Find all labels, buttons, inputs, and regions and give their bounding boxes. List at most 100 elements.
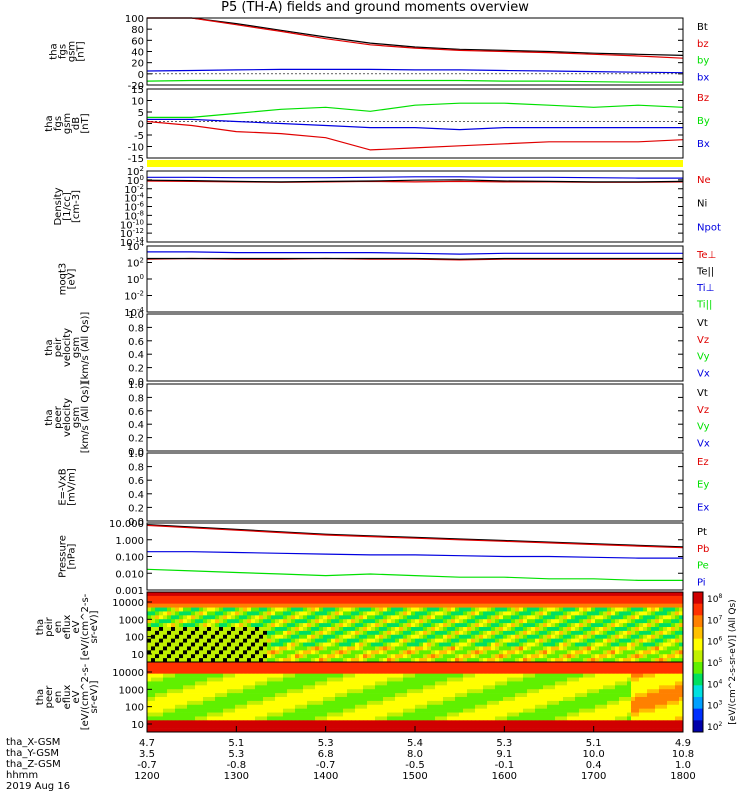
heatmap-cell xyxy=(207,704,212,709)
heatmap-cell xyxy=(479,595,484,601)
heatmap-cell xyxy=(231,599,236,604)
heatmap-cell xyxy=(187,638,192,643)
heatmap-cell xyxy=(559,642,564,647)
heatmap-cell xyxy=(495,704,500,709)
heatmap-cell xyxy=(499,607,504,612)
y-tick-label: 100 xyxy=(125,633,144,644)
heatmap-cell xyxy=(647,665,652,671)
heatmap-cell xyxy=(527,681,532,686)
heatmap-cell xyxy=(159,607,164,612)
heatmap-cell xyxy=(259,700,264,706)
heatmap-cell xyxy=(579,724,584,729)
heatmap-cell xyxy=(359,673,364,678)
heatmap-cell xyxy=(463,642,468,647)
heatmap-cell xyxy=(299,724,304,729)
heatmap-cell xyxy=(667,646,672,651)
heatmap-cell xyxy=(315,697,320,702)
heatmap-cell xyxy=(331,712,336,717)
heatmap-cell xyxy=(223,716,228,721)
heatmap-cell xyxy=(351,716,356,721)
heatmap-cell xyxy=(211,708,216,713)
heatmap-cell xyxy=(191,603,196,608)
heatmap-cell xyxy=(167,646,172,651)
heatmap-cell xyxy=(591,700,596,706)
heatmap-cell xyxy=(375,623,380,628)
heatmap-cell xyxy=(567,716,572,721)
heatmap-cell xyxy=(163,607,168,612)
heatmap-cell xyxy=(215,681,220,686)
heatmap-cell xyxy=(387,689,392,694)
heatmap-cell xyxy=(167,603,172,608)
heatmap-cell xyxy=(535,599,540,604)
heatmap-cell xyxy=(499,634,504,639)
heatmap-cell xyxy=(583,619,588,624)
heatmap-cell xyxy=(315,654,320,659)
heatmap-cell xyxy=(331,611,336,616)
heatmap-cell xyxy=(559,592,564,597)
heatmap-cell xyxy=(263,595,268,601)
heatmap-cell xyxy=(403,685,408,690)
heatmap-cell xyxy=(611,646,616,651)
heatmap-cell xyxy=(283,595,288,601)
heatmap-cell xyxy=(175,724,180,729)
heatmap-cell xyxy=(439,708,444,713)
heatmap-cell xyxy=(211,673,216,678)
heatmap-cell xyxy=(583,697,588,702)
heatmap-cell xyxy=(371,638,376,643)
heatmap-cell xyxy=(211,712,216,717)
heatmap-cell xyxy=(251,599,256,604)
heatmap-cell xyxy=(623,673,628,678)
heatmap-cell xyxy=(603,704,608,709)
heatmap-cell xyxy=(363,615,368,620)
heatmap-cell xyxy=(179,650,184,655)
heatmap-cell xyxy=(239,677,244,682)
heatmap-cell xyxy=(655,623,660,628)
heatmap-cell xyxy=(307,630,312,636)
heatmap-cell xyxy=(327,603,332,608)
heatmap-cell xyxy=(311,603,316,608)
heatmap-cell xyxy=(527,603,532,608)
heatmap-cell xyxy=(651,669,656,674)
heatmap-cell xyxy=(639,658,644,663)
heatmap-cell xyxy=(279,599,284,604)
heatmap-cell xyxy=(607,662,612,667)
heatmap-cell xyxy=(355,642,360,647)
heatmap-cell xyxy=(463,623,468,628)
heatmap-cell xyxy=(559,603,564,608)
heatmap-cell xyxy=(667,658,672,663)
heatmap-cell xyxy=(499,595,504,601)
heatmap-cell xyxy=(631,697,636,702)
heatmap-cell xyxy=(207,685,212,690)
heatmap-cell xyxy=(343,697,348,702)
heatmap-cell xyxy=(195,681,200,686)
heatmap-cell xyxy=(587,681,592,686)
heatmap-cell xyxy=(623,712,628,717)
heatmap-cell xyxy=(267,712,272,717)
heatmap-cell xyxy=(159,704,164,709)
heatmap-cell xyxy=(555,607,560,612)
heatmap-cell xyxy=(195,592,200,597)
heatmap-cell xyxy=(567,642,572,647)
heatmap-cell xyxy=(219,697,224,702)
heatmap-cell xyxy=(175,716,180,721)
heatmap-cell xyxy=(183,638,188,643)
heatmap-cell xyxy=(431,712,436,717)
heatmap-cell xyxy=(339,595,344,601)
heatmap-cell xyxy=(367,638,372,643)
heatmap-cell xyxy=(331,681,336,686)
heatmap-cell xyxy=(583,654,588,659)
heatmap-cell xyxy=(491,662,496,667)
heatmap-cell xyxy=(319,673,324,678)
heatmap-cell xyxy=(579,642,584,647)
heatmap-cell xyxy=(275,658,280,663)
heatmap-cell xyxy=(559,712,564,717)
heatmap-cell xyxy=(435,619,440,624)
heatmap-cell xyxy=(259,646,264,651)
heatmap-cell xyxy=(615,627,620,632)
heatmap-cell xyxy=(579,595,584,601)
heatmap-cell xyxy=(315,720,320,725)
heatmap-cell xyxy=(219,681,224,686)
heatmap-cell xyxy=(231,704,236,709)
legend-ex: Ex xyxy=(697,502,709,513)
heatmap-cell xyxy=(443,638,448,643)
